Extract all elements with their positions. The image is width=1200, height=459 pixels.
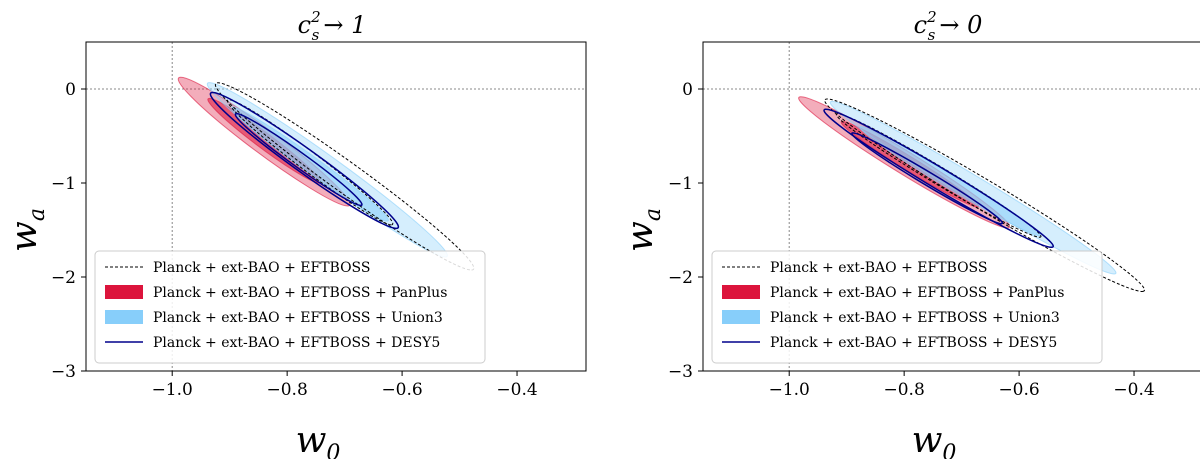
- legend-handle-union3: [722, 310, 760, 324]
- contour-union3-68: [220, 107, 401, 222]
- y-tick-label: −3: [51, 362, 76, 382]
- contour-desy5-68: [225, 113, 373, 206]
- plot-frame: [85, 41, 587, 372]
- legend-label-panplus: Planck + ext-BAO + EFTBOSS + PanPlus: [770, 285, 1064, 301]
- x-tick-label: −1.0: [769, 380, 810, 400]
- xlabel: w0: [912, 420, 957, 459]
- contour-baseline-95: [800, 98, 1169, 293]
- legend-box: [94, 250, 486, 364]
- y-tick-label: −3: [668, 362, 693, 382]
- legend-box: [711, 250, 1103, 364]
- x-tick-label: −1.0: [152, 380, 193, 400]
- ylabel: wa: [620, 208, 666, 252]
- x-tick-label: −0.4: [1113, 380, 1154, 400]
- xlabel: w0: [296, 420, 341, 459]
- legend-label-desy5: Planck + ext-BAO + EFTBOSS + DESY5: [153, 335, 440, 351]
- contour-desy5-68: [841, 132, 1013, 224]
- y-tick-label: 0: [682, 80, 693, 100]
- x-tick-label: −0.4: [496, 380, 537, 400]
- y-tick-label: 0: [65, 80, 76, 100]
- panel-cs2-to-0: wa w0 c2 s → 0 −1.0 −0.8 −0.6 −0.4 0 −1 −2 −3 Pla…: [620, 8, 1200, 459]
- legend-label-union3: Planck + ext-BAO + EFTBOSS + Union3: [153, 310, 443, 326]
- legend-label-union3: Planck + ext-BAO + EFTBOSS + Union3: [770, 310, 1060, 326]
- legend-label-desy5: Planck + ext-BAO + EFTBOSS + DESY5: [770, 335, 1057, 351]
- x-tick-label: −0.8: [267, 380, 308, 400]
- legend-handle-union3: [105, 310, 143, 324]
- plot-area: −1.0 −0.8 −0.6 −0.4 0 −1 −2 −3: [51, 41, 587, 400]
- contour-baseline-68: [822, 113, 1055, 238]
- panel-cs2-to-1: wa w0 c2 s → 1 −1.0 −0.8 −0.6 −0.4 0 −1 −2 −3 Pla…: [4, 8, 587, 459]
- x-tick-label: −0.6: [998, 380, 1039, 400]
- panel-title: c2 s → 1: [298, 8, 367, 44]
- legend-label-baseline: Planck + ext-BAO + EFTBOSS: [153, 260, 371, 276]
- y-tick-label: −1: [51, 174, 76, 194]
- y-tick-label: −1: [668, 174, 693, 194]
- legend-label-panplus: Planck + ext-BAO + EFTBOSS + PanPlus: [153, 285, 447, 301]
- x-tick-label: −0.6: [381, 380, 422, 400]
- contour-desy5-95: [807, 108, 1071, 248]
- legend: Planck + ext-BAO + EFTBOSS Planck + ext-B…: [94, 250, 486, 364]
- ylabel: wa: [4, 208, 50, 252]
- plot-frame: [702, 41, 1200, 372]
- panel-title: c2 s → 0: [914, 8, 983, 44]
- y-tick-label: −2: [51, 268, 76, 288]
- plot-area: −1.0 −0.8 −0.6 −0.4 0 −1 −2 −3: [668, 41, 1200, 400]
- contour-desy5-95: [193, 92, 415, 229]
- legend-label-baseline: Planck + ext-BAO + EFTBOSS: [770, 260, 988, 276]
- y-tick-label: −2: [668, 268, 693, 288]
- legend-handle-panplus: [105, 285, 143, 299]
- legend: Planck + ext-BAO + EFTBOSS Planck + ext-B…: [711, 250, 1103, 364]
- x-tick-label: −0.8: [884, 380, 925, 400]
- legend-handle-panplus: [722, 285, 760, 299]
